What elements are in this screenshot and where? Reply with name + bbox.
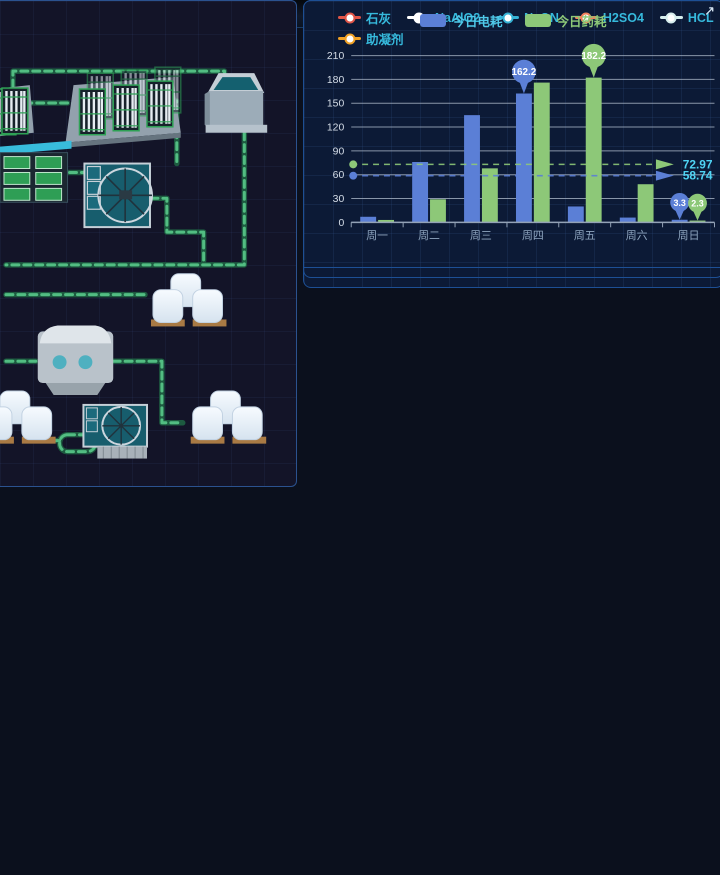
bar-今日药耗-周五 [585,77,602,223]
svg-text:周一: 周一 [366,229,388,242]
consumption-chart: 0 30 60 90 120 150 180 210 周一 周二 周三 周四 周五 周六 周日 72.97 58… [304,1,720,267]
svg-text:60: 60 [333,170,345,181]
svg-text:58.74: 58.74 [683,169,713,183]
bar-今日药耗-周日 [689,220,706,223]
svg-text:162.2: 162.2 [512,67,537,78]
bar-今日药耗-周二 [430,199,446,223]
bar-今日电耗-周五 [567,206,584,223]
legend-label: H2SO4 [602,10,644,25]
svg-text:72.97: 72.97 [683,157,713,171]
treatment-unit-small [0,140,72,203]
expand-icon[interactable]: ↗ [704,3,715,18]
legend-label: 今日药耗 [556,15,607,29]
legend-item-NaAlO2[interactable]: NaAlO2 [407,11,480,25]
svg-text:3.3: 3.3 [673,198,685,208]
consumption-svg: 0 30 60 90 120 150 180 210 周一 周二 周三 周四 周五 周六 周日 72.9758… [327,43,715,242]
legend-label: 助凝剂 [366,33,404,47]
legend-item-H2SO4[interactable]: H2SO4 [574,10,644,25]
panel-plant-diagram [0,0,297,487]
clarifier-tank-2 [82,403,148,459]
consumption-legend: 今日电耗 今日药耗 [304,11,720,30]
clarifier-tank-1 [83,162,153,229]
bar-今日药耗-周一 [378,219,394,223]
svg-text:210: 210 [327,51,345,62]
legend-item-石灰[interactable]: 石灰 [338,8,391,27]
chemical-bags-2 [190,390,267,444]
svg-text:180: 180 [327,75,345,86]
membrane-rack-left [0,85,34,137]
feeder-machine [37,325,114,395]
legend-item-HCL[interactable]: HCL [659,10,714,25]
membrane-rack-station [65,66,182,148]
plant-diagram [0,66,268,459]
legend-label: 今日电耗 [452,15,503,29]
bar-今日电耗-周日 [671,219,688,223]
svg-text:周日: 周日 [678,229,700,242]
legend-item-今日药耗[interactable]: 今日药耗 [524,11,607,30]
svg-text:90: 90 [333,146,345,157]
svg-text:周二: 周二 [418,229,440,242]
svg-text:周五: 周五 [574,229,596,242]
legend-item-助凝剂[interactable]: 助凝剂 [338,29,404,48]
bar-今日电耗-周一 [360,216,377,223]
legend-label: 石灰 [366,12,392,26]
panel-consumption: ↗ 今日电耗 今日药耗 0 30 60 90 120 150 180 210 周一 周二 周三 周四 周五… [303,0,720,268]
chemical-bags-3 [0,390,56,444]
svg-text:周三: 周三 [470,229,492,242]
bar-今日电耗-周四 [515,93,532,223]
bar-今日电耗-周三 [464,115,480,223]
svg-text:120: 120 [327,123,345,134]
svg-text:2.3: 2.3 [691,199,703,209]
svg-text:周六: 周六 [626,229,648,242]
expand-icon[interactable]: ↗ [704,3,715,18]
bar-今日电耗-周二 [412,161,429,223]
bar-今日药耗-周六 [637,184,654,223]
svg-text:30: 30 [333,194,345,205]
svg-text:0: 0 [338,218,344,229]
clean-water-tank [204,73,268,133]
svg-text:182.2: 182.2 [581,51,606,62]
bar-今日电耗-周六 [619,217,636,223]
chemical-bags-1 [150,273,227,327]
svg-text:周四: 周四 [522,229,544,242]
legend-item-今日电耗[interactable]: 今日电耗 [420,11,503,30]
legend-label: HCL [687,10,714,25]
legend-label: NaAlO2 [435,10,481,25]
bar-今日药耗-周三 [481,168,498,223]
bar-今日药耗-周四 [533,82,550,223]
svg-text:150: 150 [327,99,345,110]
